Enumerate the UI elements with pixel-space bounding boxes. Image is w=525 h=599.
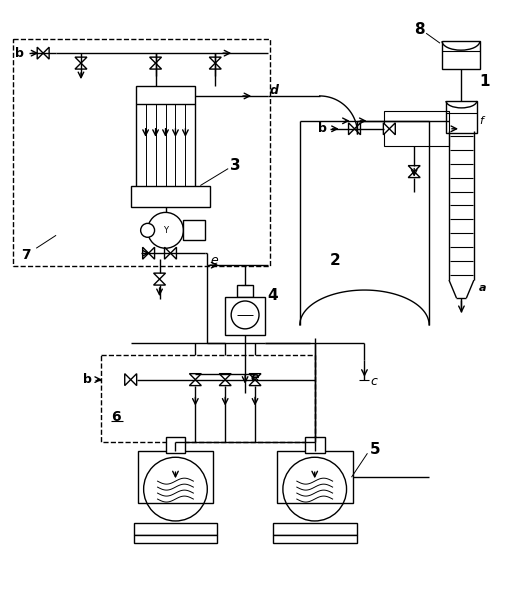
Bar <box>165 437 185 453</box>
Text: 4: 4 <box>267 288 278 302</box>
Polygon shape <box>190 374 201 380</box>
Text: 8: 8 <box>414 22 425 37</box>
Polygon shape <box>408 166 420 171</box>
Polygon shape <box>164 247 171 259</box>
Bar <box>134 535 217 543</box>
Polygon shape <box>349 123 354 135</box>
Circle shape <box>141 223 154 237</box>
Text: b: b <box>15 47 24 60</box>
Polygon shape <box>171 247 176 259</box>
Bar <box>273 523 356 535</box>
Polygon shape <box>37 47 43 59</box>
Polygon shape <box>219 380 231 386</box>
Polygon shape <box>209 63 221 69</box>
Polygon shape <box>143 247 149 259</box>
Text: 2: 2 <box>330 253 340 268</box>
Bar <box>131 186 211 207</box>
Polygon shape <box>150 57 162 63</box>
Text: c: c <box>371 375 377 388</box>
Text: 1: 1 <box>479 74 489 89</box>
Polygon shape <box>149 247 154 259</box>
Text: d: d <box>270 84 279 98</box>
Polygon shape <box>249 374 261 380</box>
Polygon shape <box>354 123 361 135</box>
Polygon shape <box>408 171 420 177</box>
Polygon shape <box>43 47 49 59</box>
Bar <box>273 535 356 543</box>
Text: b: b <box>83 373 92 386</box>
Bar <box>13 39 270 266</box>
Bar <box>134 523 217 535</box>
Bar <box>446 101 477 133</box>
Circle shape <box>144 457 207 521</box>
Polygon shape <box>154 279 165 285</box>
Circle shape <box>231 301 259 329</box>
Text: b: b <box>318 122 327 135</box>
Bar <box>138 451 213 503</box>
Text: f: f <box>479 116 482 126</box>
Polygon shape <box>209 57 221 63</box>
Bar <box>237 285 253 297</box>
Polygon shape <box>249 380 261 386</box>
Polygon shape <box>125 374 131 386</box>
Polygon shape <box>75 63 87 69</box>
Text: e: e <box>211 254 218 267</box>
Text: 3: 3 <box>230 158 241 173</box>
Text: e: e <box>250 371 259 384</box>
Polygon shape <box>383 123 390 135</box>
Text: 7: 7 <box>22 248 31 262</box>
Polygon shape <box>154 273 165 279</box>
Bar <box>135 86 195 104</box>
Bar <box>183 220 205 240</box>
Bar <box>384 111 449 146</box>
Polygon shape <box>219 374 231 380</box>
Polygon shape <box>190 380 201 386</box>
Polygon shape <box>390 123 395 135</box>
Circle shape <box>148 213 183 248</box>
Bar <box>305 437 324 453</box>
Bar <box>101 355 314 442</box>
Bar <box>277 451 352 503</box>
Polygon shape <box>131 374 136 386</box>
Circle shape <box>283 457 346 521</box>
Text: 6: 6 <box>111 410 120 425</box>
Polygon shape <box>150 63 162 69</box>
Text: a: a <box>479 283 486 293</box>
Polygon shape <box>75 57 87 63</box>
Text: Y: Y <box>163 226 168 235</box>
Text: 5: 5 <box>370 442 380 457</box>
Bar <box>225 297 265 335</box>
Bar <box>442 41 480 69</box>
